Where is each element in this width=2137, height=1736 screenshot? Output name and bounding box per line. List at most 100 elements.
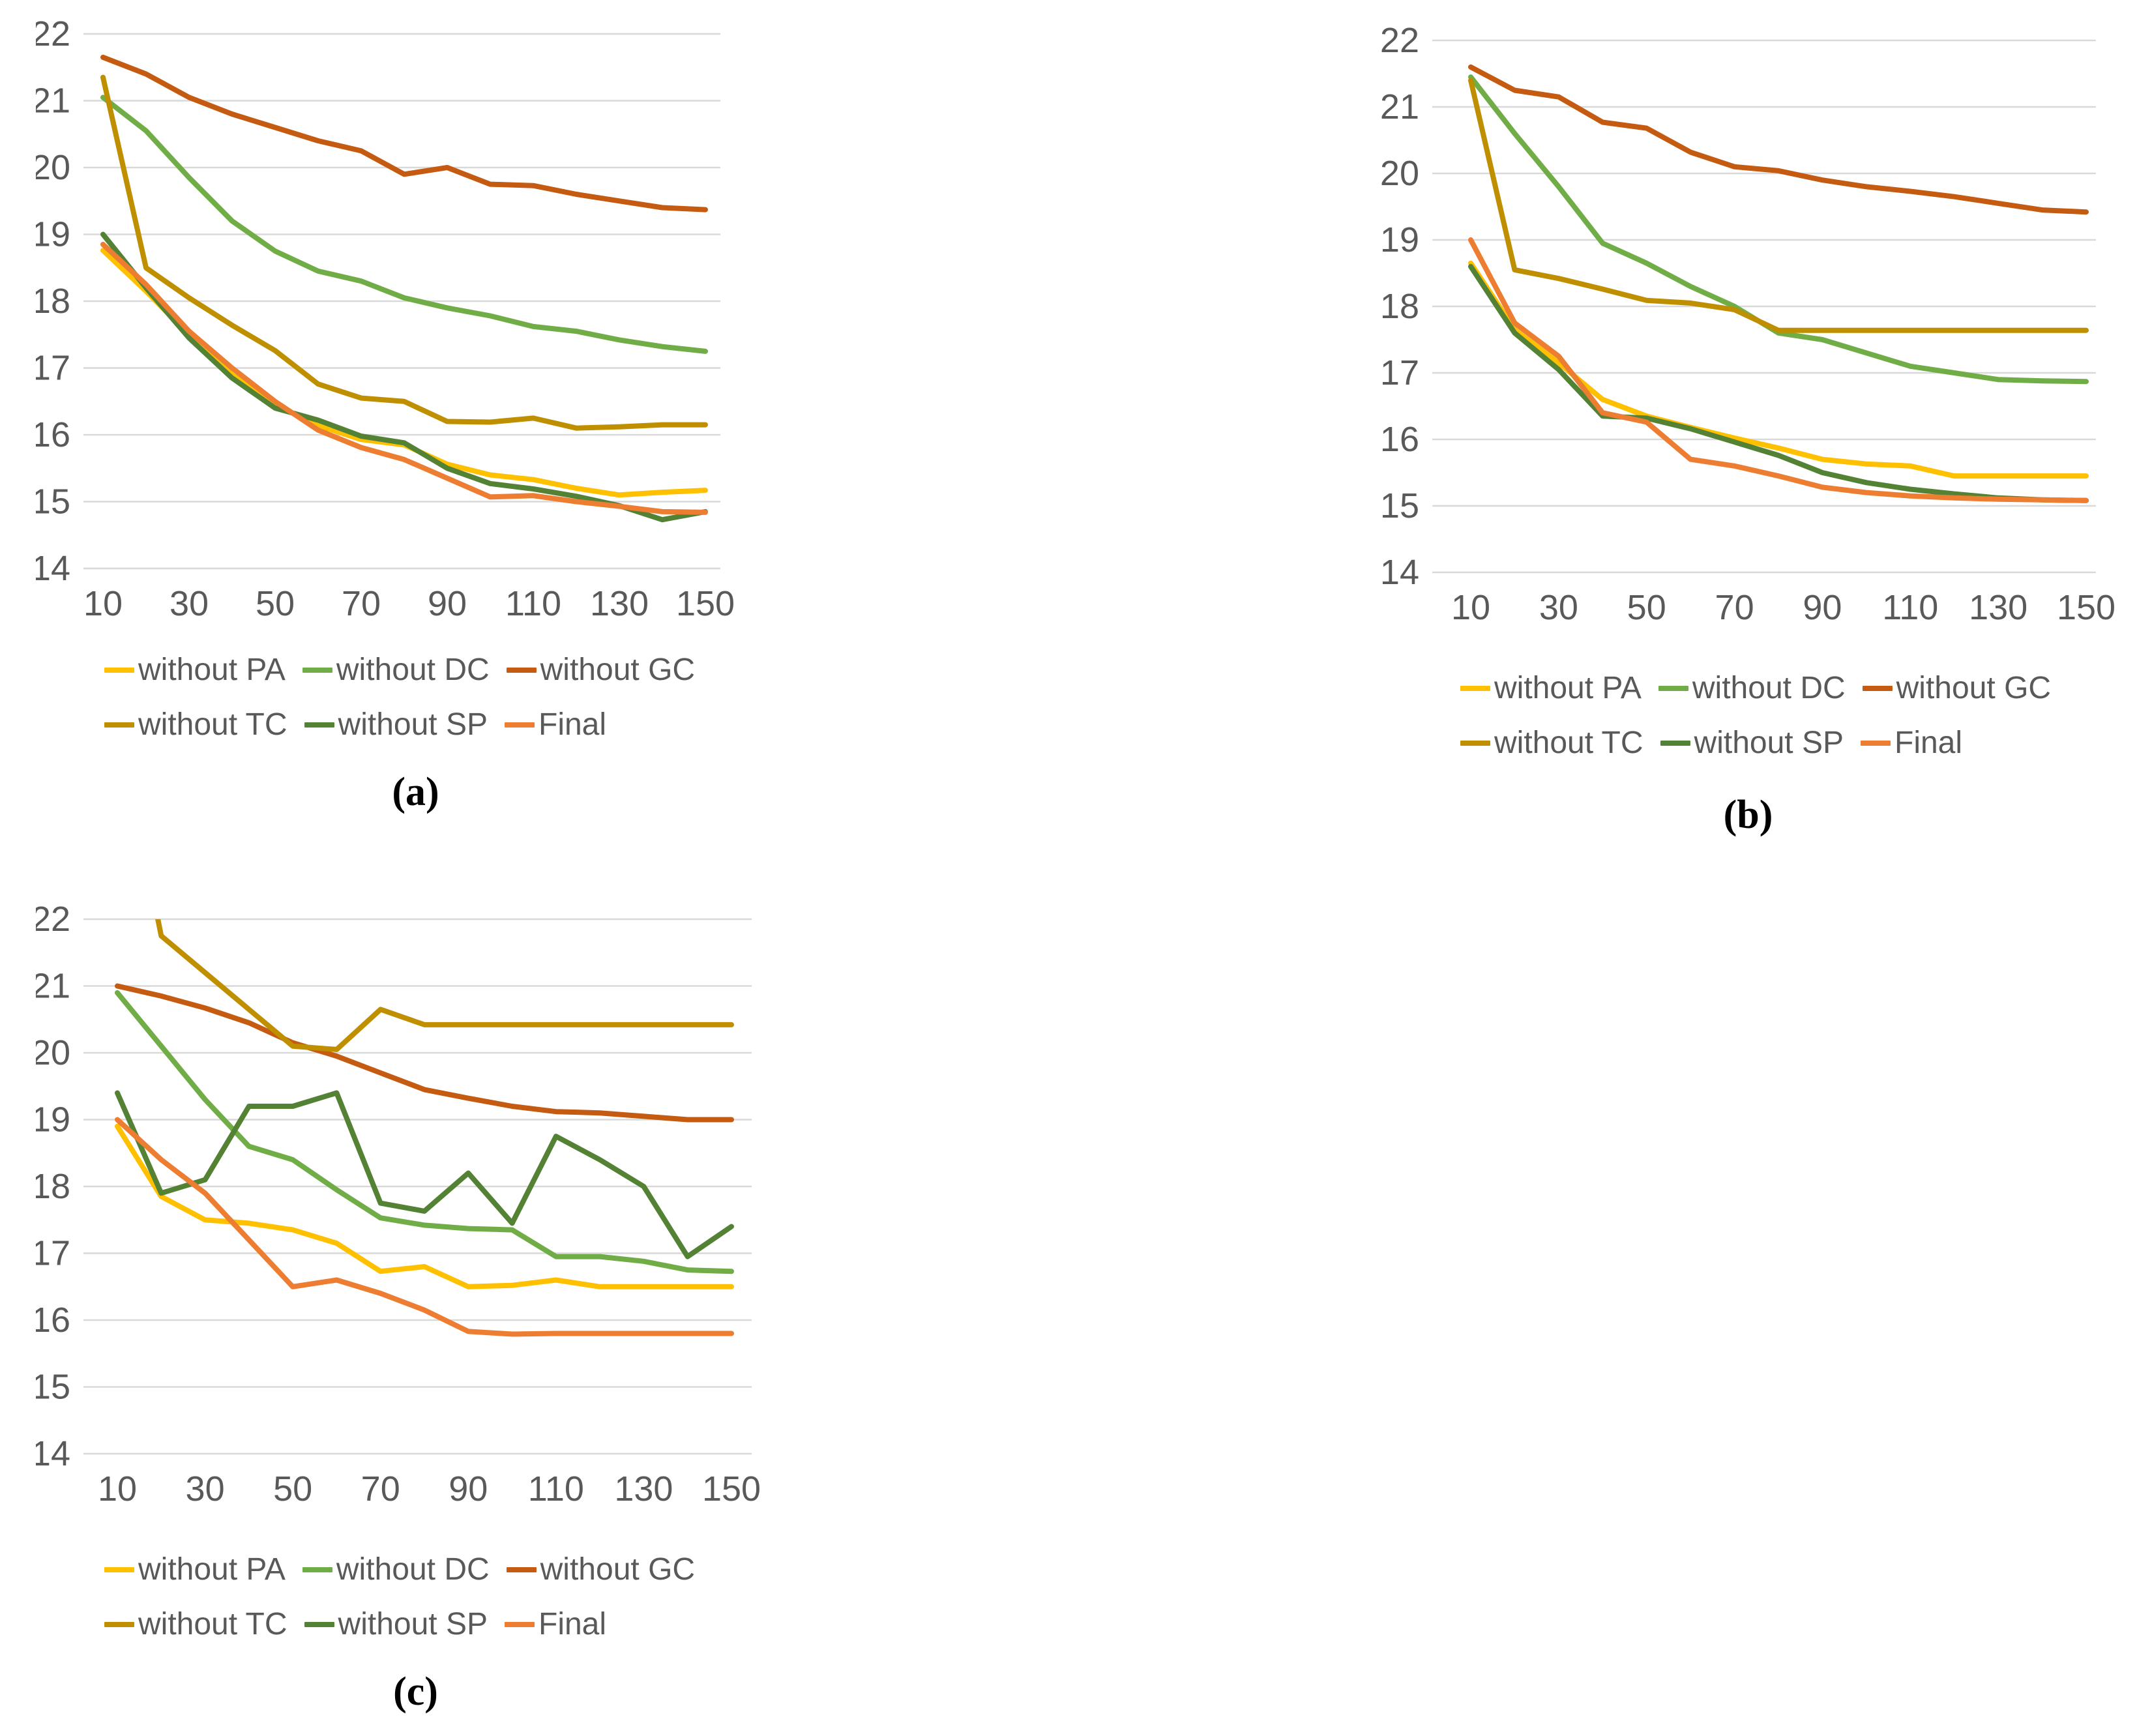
chart-a-plot: 14 15 16 17 18 19 20 21 22 10 30 50 70 90 110 130 150 (36, 14, 735, 623)
legend-item-without-pa: without PA (1460, 670, 1642, 706)
y-axis-label-19: 19 (36, 1100, 70, 1140)
y-axis-label-21: 21 (36, 967, 70, 1006)
chart-b-legend-row-2: without TC without SP Final (1460, 725, 1979, 761)
y-axis-label-16: 16 (36, 1301, 70, 1340)
legend-item-without-gc: without GC (1862, 670, 2051, 706)
legend-swatch-icon (104, 722, 134, 728)
legend-label: without TC (1494, 726, 1643, 760)
y-axis-label-20: 20 (36, 148, 70, 187)
y-axis-label-14: 14 (1380, 553, 1419, 592)
legend-swatch-icon (505, 722, 535, 728)
series-line-without-gc (1468, 64, 2089, 215)
legend-item-final: Final (505, 1606, 606, 1642)
legend-label: without GC (540, 1552, 696, 1587)
chart-b: 14 15 16 17 18 19 20 21 22 10 30 50 70 90 110 130 150 wi… (1359, 0, 2137, 874)
series-line-final (100, 241, 708, 515)
legend-swatch-icon (104, 1567, 134, 1572)
y-axis-label-18: 18 (1380, 287, 1419, 326)
legend-swatch-icon (304, 1621, 334, 1627)
legend-swatch-icon (505, 1621, 535, 1627)
chart-c-legend-row-2: without TC without SP Final (104, 1606, 623, 1642)
series-line-without-tc (100, 74, 708, 431)
series-line-final (1468, 237, 2089, 503)
legend-label: without TC (138, 1607, 287, 1641)
x-axis-label-90: 90 (428, 584, 467, 623)
series-line-without-sp (115, 1090, 734, 1259)
legend-item-without-sp: without SP (304, 707, 488, 743)
legend-label: Final (538, 1607, 607, 1641)
chart-b-legend-row-1: without PA without DC without GC (1460, 670, 2068, 706)
legend-item-without-dc: without DC (302, 1552, 490, 1587)
x-axis-label-30: 30 (169, 584, 209, 623)
legend-item-without-sp: without SP (304, 1606, 488, 1642)
legend-label: without PA (1494, 671, 1642, 705)
legend-item-without-dc: without DC (302, 652, 490, 688)
chart-c-plot: 14 15 16 17 18 19 20 21 22 10 30 50 70 90 110 130 150 (36, 900, 761, 1508)
y-axis-label-20: 20 (36, 1033, 70, 1072)
x-axis-label-50: 50 (1627, 588, 1666, 627)
series-line-final (115, 1117, 734, 1337)
series-line-without-dc (115, 990, 734, 1274)
legend-label: Final (1894, 726, 1963, 760)
y-axis-label-16: 16 (36, 415, 70, 454)
legend-item-without-sp: without SP (1660, 725, 1844, 761)
series-line-without-gc (115, 983, 734, 1123)
legend-swatch-icon (506, 1567, 537, 1572)
x-axis-label-10: 10 (1451, 588, 1490, 627)
legend-swatch-icon (1861, 740, 1891, 746)
legend-label: without SP (338, 1607, 488, 1641)
x-axis-label-130: 130 (590, 584, 649, 623)
x-axis-label-30: 30 (1539, 588, 1578, 627)
legend-label: without GC (540, 653, 696, 687)
chart-a-legend-row-1: without PA without DC without GC (104, 652, 712, 688)
legend-swatch-icon (104, 1621, 134, 1627)
legend-item-final: Final (1861, 725, 1962, 761)
legend-swatch-icon (1660, 740, 1690, 746)
x-axis-label-130: 130 (614, 1469, 673, 1508)
legend-swatch-icon (1460, 740, 1490, 746)
legend-item-without-tc: without TC (1460, 725, 1643, 761)
y-axis-label-22: 22 (36, 14, 70, 53)
legend-item-without-tc: without TC (104, 707, 287, 743)
legend-label: without SP (1694, 726, 1844, 760)
x-axis-label-90: 90 (449, 1469, 488, 1508)
y-axis-label-22: 22 (36, 900, 70, 939)
chart-a-legend-row-2: without TC without SP Final (104, 707, 623, 743)
series-line-without-tc (1468, 78, 2089, 333)
y-axis-label-17: 17 (1380, 353, 1419, 392)
legend-swatch-icon (1460, 685, 1490, 691)
y-axis-label-16: 16 (1380, 420, 1419, 459)
legend-item-without-tc: without TC (104, 1606, 287, 1642)
x-axis-label-110: 110 (505, 584, 561, 623)
y-axis-label-17: 17 (36, 349, 70, 388)
chart-c-caption: (c) (393, 1670, 438, 1714)
series-line-without-gc (100, 54, 708, 213)
series-line-without-pa (1468, 260, 2089, 479)
y-axis-label-18: 18 (36, 282, 70, 321)
legend-item-without-pa: without PA (104, 1552, 286, 1587)
x-axis-label-150: 150 (702, 1469, 761, 1508)
legend-swatch-icon (1658, 685, 1688, 691)
legend-swatch-icon (104, 667, 134, 673)
x-axis-label-10: 10 (83, 584, 123, 623)
series-line-without-dc (1468, 74, 2089, 385)
y-axis-label-15: 15 (1380, 486, 1419, 525)
chart-c: 14 15 16 17 18 19 20 21 22 10 30 50 70 90 110 130 150 wi… (36, 900, 795, 1736)
x-axis-label-50: 50 (256, 584, 295, 623)
legend-swatch-icon (302, 1567, 332, 1572)
x-axis-label-150: 150 (2057, 588, 2115, 627)
series-line-without-dc (100, 95, 708, 354)
x-axis-label-30: 30 (186, 1469, 225, 1508)
chart-c-legend-row-1: without PA without DC without GC (104, 1552, 712, 1587)
y-axis-label-18: 18 (36, 1167, 70, 1206)
legend-label: without DC (336, 653, 490, 687)
series-line-without-tc (155, 919, 734, 1052)
series-line-without-pa (115, 1123, 734, 1289)
legend-item-without-gc: without GC (506, 652, 696, 688)
series-line-without-sp (1468, 263, 2089, 503)
x-axis-label-50: 50 (273, 1469, 312, 1508)
y-axis-label-15: 15 (36, 1368, 70, 1407)
x-axis-label-10: 10 (98, 1469, 137, 1508)
y-axis-label-14: 14 (36, 549, 70, 588)
